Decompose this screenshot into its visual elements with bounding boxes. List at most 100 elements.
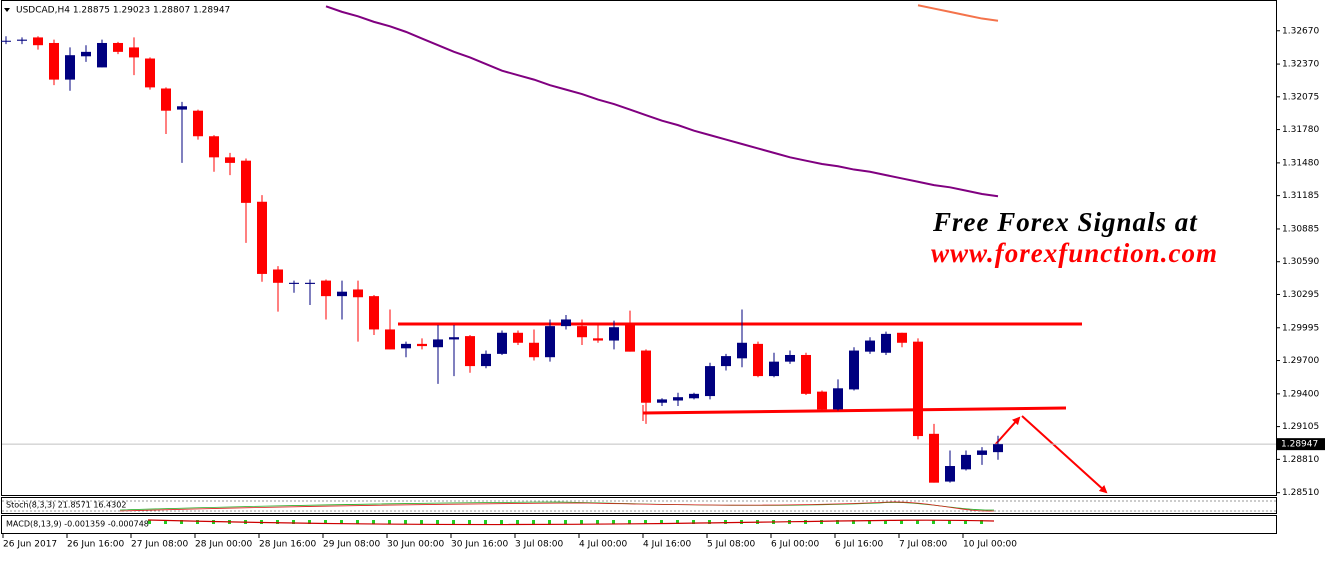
candle-body [369, 296, 379, 330]
last-price-box [1277, 438, 1325, 451]
y-tick-label: 1.31780 [1282, 125, 1319, 135]
stoch-label: Stoch(8,3,3) 21.8571 16.4302 [6, 501, 126, 510]
y-tick-label: 1.32075 [1282, 92, 1319, 102]
candle-body [929, 433, 939, 483]
candle-body [913, 341, 923, 437]
candle-body [81, 51, 91, 57]
candle-body [241, 160, 251, 203]
y-tick-label: 1.29995 [1282, 323, 1319, 333]
candle-body [897, 332, 907, 343]
candle-body [257, 201, 267, 274]
x-tick-label: 5 Jul 08:00 [707, 540, 756, 550]
candle-body [225, 157, 235, 163]
candle-body [161, 88, 171, 111]
candle-body [993, 444, 1003, 453]
candle-body [145, 58, 155, 88]
candle-body [385, 329, 395, 350]
y-tick-label: 1.31185 [1282, 191, 1319, 201]
candle-body [849, 350, 859, 390]
candle-body [289, 282, 299, 284]
candle-body [513, 332, 523, 343]
candle-body [657, 399, 667, 403]
chart-header: USDCAD,H4 1.28875 1.29023 1.28807 1.2894… [16, 6, 230, 16]
x-tick-label: 27 Jun 08:00 [131, 540, 188, 550]
y-tick-label: 1.28510 [1282, 488, 1319, 498]
x-tick-label: 30 Jun 00:00 [387, 540, 444, 550]
candle-body [1, 40, 11, 42]
y-tick-label: 1.29700 [1282, 356, 1319, 366]
last-price-label: 1.28947 [1281, 440, 1318, 450]
x-tick-label: 6 Jul 00:00 [771, 540, 820, 550]
plot-layer: 1.32670 1.32370 1.32075 1.31780 1.31480 1.311… [1, 4, 1325, 550]
x-tick-label: 7 Jul 08:00 [899, 540, 948, 550]
watermark-line1: Free Forex Signals at [932, 207, 1198, 237]
support-line [642, 406, 1067, 415]
x-tick-label: 26 Jun 2017 [3, 540, 57, 550]
candle-body [49, 42, 59, 80]
candle-body [449, 337, 459, 340]
candle-body [785, 354, 795, 362]
y-tick-label: 1.28810 [1282, 455, 1319, 465]
candle-body [465, 336, 475, 367]
candle-body [545, 326, 555, 358]
candle-body [961, 454, 971, 470]
macd-label: MACD(8,13,9) -0.001359 -0.000748 [6, 520, 149, 529]
candle-body [337, 291, 347, 297]
y-tick-label: 1.30885 [1282, 224, 1319, 234]
candle-body [689, 393, 699, 399]
candle-body [113, 42, 123, 52]
candle-body [321, 280, 331, 297]
candle-body [945, 466, 955, 482]
x-tick-label: 6 Jul 16:00 [835, 540, 884, 550]
stoch-signal-line [119, 501, 995, 512]
menu-triangle [4, 8, 10, 12]
candle-body [881, 333, 891, 353]
x-tick-label: 28 Jun 00:00 [195, 540, 252, 550]
candle-body [705, 366, 715, 397]
candle-body [737, 342, 747, 359]
candle-body [625, 323, 635, 352]
candle-body [97, 42, 107, 68]
candle-body [497, 332, 507, 354]
candle-body [305, 282, 315, 284]
x-tick-label: 28 Jun 16:00 [259, 540, 316, 550]
candle-body [273, 269, 283, 283]
candle-body [801, 354, 811, 394]
watermark-line2: www.forexfunction.com [931, 238, 1218, 268]
y-tick-label: 1.30590 [1282, 257, 1319, 267]
candle-body [609, 327, 619, 341]
candle-body [593, 338, 603, 341]
candle-body [817, 391, 827, 410]
candle-body [193, 110, 203, 137]
x-tick-label: 26 Jun 16:00 [67, 540, 124, 550]
x-tick-label: 29 Jun 08:00 [323, 540, 380, 550]
candle-body [401, 343, 411, 349]
candle-body [433, 339, 443, 348]
candle-body [353, 289, 363, 298]
candle-body [33, 37, 43, 46]
y-tick-label: 1.29400 [1282, 389, 1319, 399]
moving-average-line [325, 5, 999, 198]
x-tick-label: 3 Jul 08:00 [515, 540, 564, 550]
main-panel-frame [1, 0, 1277, 496]
candle-body [753, 343, 763, 377]
candle-body [865, 340, 875, 352]
candle-body [209, 136, 219, 158]
candle-body [561, 319, 571, 327]
arrow-down [1021, 415, 1108, 494]
y-tick-label: 1.32670 [1282, 26, 1319, 36]
y-tick-label: 1.30295 [1282, 290, 1319, 300]
candle-body [529, 342, 539, 358]
macd-signal-line [147, 519, 995, 526]
macd-panel-frame [1, 515, 1277, 534]
x-tick-label: 4 Jul 00:00 [579, 540, 628, 550]
y-tick-label: 1.29105 [1282, 422, 1319, 432]
candle-body [177, 106, 187, 110]
y-tick-label: 1.32370 [1282, 60, 1319, 70]
stoch-panel-frame [1, 497, 1277, 514]
candle-body [673, 397, 683, 401]
candle-body [481, 353, 491, 367]
x-tick-label: 10 Jul 00:00 [963, 540, 1017, 550]
x-tick-label: 4 Jul 16:00 [643, 540, 692, 550]
